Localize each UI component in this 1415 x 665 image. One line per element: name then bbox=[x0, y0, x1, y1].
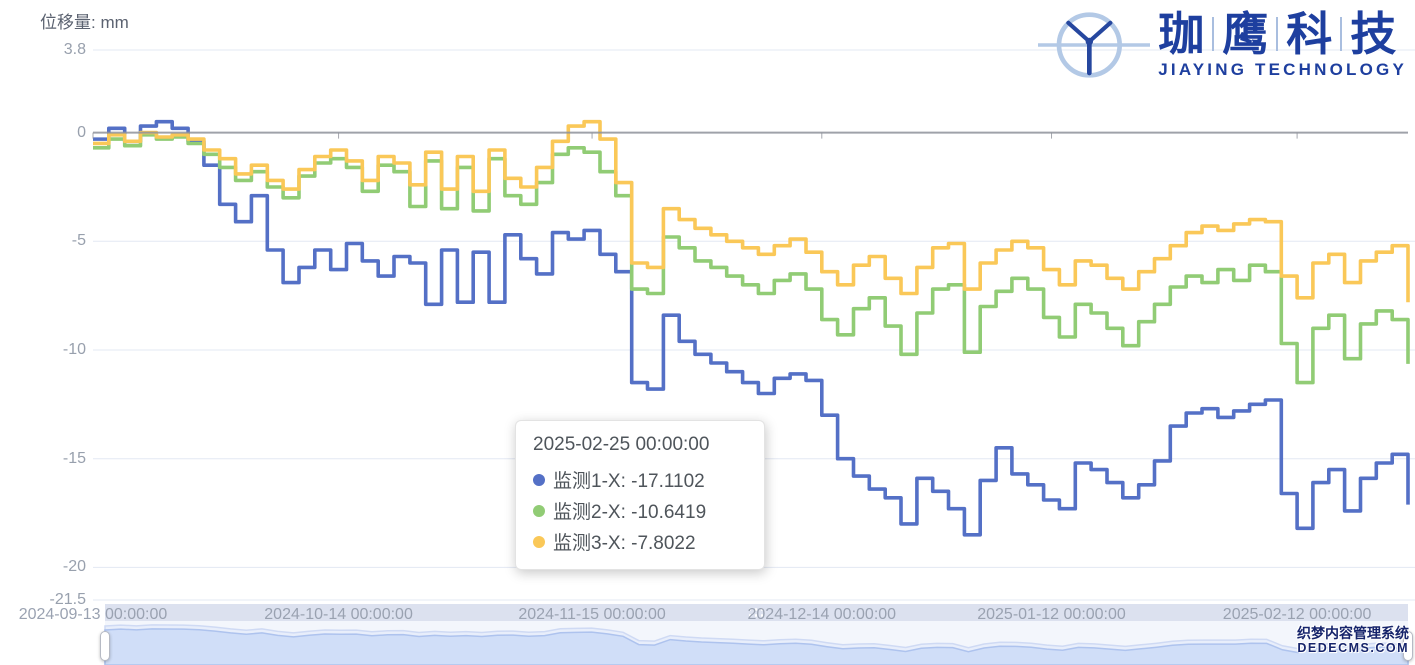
company-logo: 珈鹰科技 JIAYING TECHNOLOGY bbox=[1036, 10, 1407, 80]
tooltip-series-row: 监测3-X: -7.8022 bbox=[533, 526, 747, 557]
chart-tooltip: 2025-02-25 00:00:00 监测1-X: -17.1102 监测2-X… bbox=[515, 420, 765, 570]
datazoom-track[interactable] bbox=[105, 621, 1408, 665]
series-color-dot bbox=[533, 504, 545, 517]
x-axis-tick-label: 2024-12-14 00:00:00 bbox=[747, 606, 897, 623]
series-color-dot bbox=[533, 473, 545, 486]
series-color-dot bbox=[533, 535, 545, 548]
tooltip-series-row: 监测1-X: -17.1102 bbox=[533, 464, 747, 495]
datazoom-left-handle[interactable] bbox=[100, 631, 110, 661]
brand-subtitle: JIAYING TECHNOLOGY bbox=[1158, 60, 1407, 79]
x-axis-tick-label: 2025-01-12 00:00:00 bbox=[977, 606, 1126, 623]
y-axis-tick-label: -10 bbox=[62, 341, 86, 358]
y-axis-tick-label: -5 bbox=[71, 232, 86, 250]
tooltip-series-value: 监测1-X: -17.1102 bbox=[553, 471, 705, 492]
drag-dots-icon bbox=[748, 608, 765, 617]
brand-divider bbox=[1212, 17, 1215, 51]
datazoom-move-handle[interactable] bbox=[105, 604, 1408, 621]
brand-char: 珈 bbox=[1158, 8, 1205, 60]
brand-divider bbox=[1340, 17, 1343, 51]
watermark-line1: 织梦内容管理系统 bbox=[1297, 625, 1409, 641]
y-axis-tick-label: 0 bbox=[77, 123, 86, 141]
x-axis-tick-label: 2024-09-13 00:00:00 bbox=[18, 606, 168, 623]
tooltip-series-value: 监测2-X: -10.6419 bbox=[553, 502, 707, 523]
y-axis-tick-label: -21.5 bbox=[49, 591, 86, 608]
x-axis-tick-label: 2024-10-14 00:00:00 bbox=[264, 606, 413, 623]
brand-char: 技 bbox=[1350, 8, 1397, 60]
series-line-2 bbox=[93, 133, 1410, 385]
tooltip-series-value: 监测3-X: -7.8022 bbox=[553, 533, 696, 554]
brand-divider bbox=[1276, 17, 1279, 51]
brand-char: 科 bbox=[1286, 8, 1333, 60]
chart-title: 位移量: mm bbox=[40, 13, 129, 32]
series-line-1 bbox=[93, 119, 1410, 537]
y-axis-tick-label: 3.8 bbox=[63, 41, 86, 58]
tooltip-timestamp: 2025-02-25 00:00:00 bbox=[533, 434, 710, 455]
watermark-line2: DEDECMS.COM bbox=[1297, 641, 1409, 655]
series-line-3 bbox=[93, 119, 1410, 303]
brand-name: 珈鹰科技 bbox=[1158, 10, 1396, 58]
x-axis-tick-label: 2025-02-12 00:00:00 bbox=[1222, 606, 1372, 623]
brand-char: 鹰 bbox=[1222, 8, 1269, 60]
y-axis-tick-label: -15 bbox=[62, 449, 86, 467]
site-watermark: 织梦内容管理系统 DEDECMS.COM bbox=[1297, 626, 1409, 656]
y-axis-tick-label: -20 bbox=[62, 558, 86, 576]
x-axis-tick-label: 2024-11-15 00:00:00 bbox=[518, 606, 666, 623]
tooltip-series-row: 监测2-X: -10.6419 bbox=[533, 495, 747, 526]
wind-turbine-icon bbox=[1038, 12, 1151, 78]
